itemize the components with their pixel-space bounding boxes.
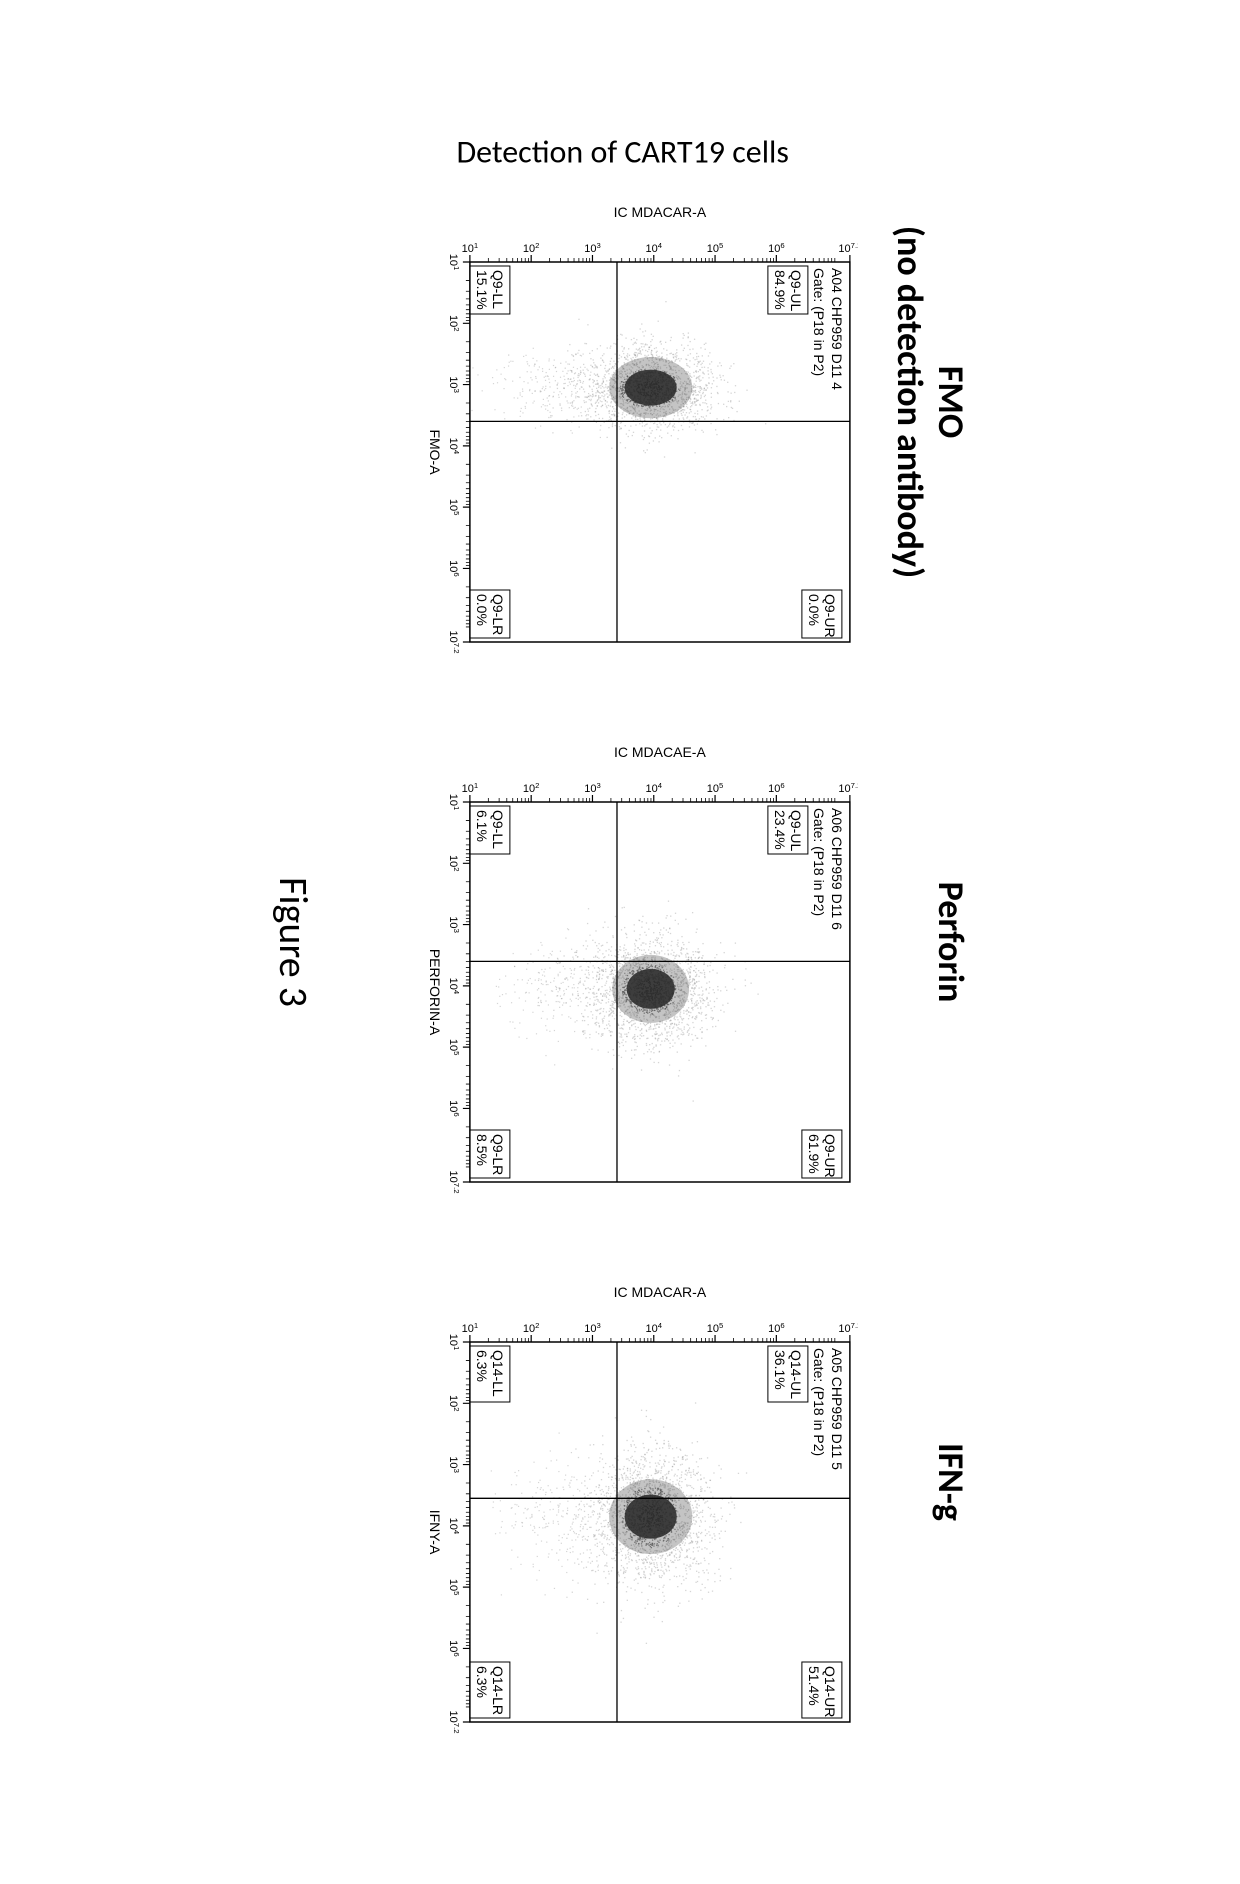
svg-text:Q9-UR: Q9-UR	[822, 1134, 838, 1178]
svg-text:101: 101	[447, 253, 462, 270]
svg-text:8.5%: 8.5%	[474, 1134, 490, 1166]
svg-text:107.2: 107.2	[839, 240, 858, 255]
svg-text:A04 CHP959 D11 4: A04 CHP959 D11 4	[829, 268, 845, 390]
titles-row: FMO (no detection antibody) Perforin IFN…	[888, 42, 971, 1842]
svg-text:105: 105	[707, 780, 724, 795]
figure-caption: Figure 3	[269, 877, 318, 1007]
svg-text:104: 104	[447, 977, 462, 994]
svg-text:106: 106	[768, 240, 785, 255]
svg-text:0.0%: 0.0%	[806, 594, 822, 626]
svg-text:Q9-LR: Q9-LR	[490, 1134, 506, 1175]
svg-text:105: 105	[447, 1038, 462, 1055]
svg-text:IC MDACAE-A: IC MDACAE-A	[614, 744, 706, 760]
svg-text:103: 103	[584, 780, 601, 795]
svg-text:FMO-A: FMO-A	[427, 429, 443, 475]
svg-text:101: 101	[462, 780, 479, 795]
svg-text:107.2: 107.2	[839, 780, 858, 795]
panel-title-0: FMO (no detection antibody)	[888, 162, 971, 642]
svg-text:102: 102	[447, 315, 462, 332]
svg-text:102: 102	[523, 780, 540, 795]
svg-text:PERFORIN-A: PERFORIN-A	[427, 948, 443, 1035]
svg-text:102: 102	[447, 855, 462, 872]
flow-plot-0: 101 102 103 104 105 106 107.2 101 102 103 104 105 10…	[388, 192, 858, 672]
flow-plot-1: 101 102 103 104 105 106 107.2 101 102 103 104 105 10…	[388, 732, 858, 1212]
svg-text:Gate: (P18 in P2): Gate: (P18 in P2)	[811, 268, 827, 376]
svg-text:IC MDACAR-A: IC MDACAR-A	[614, 204, 707, 220]
svg-text:Q9-UL: Q9-UL	[788, 810, 804, 851]
svg-text:6.1%: 6.1%	[474, 810, 490, 842]
svg-text:Q9-UL: Q9-UL	[788, 270, 804, 311]
detection-label: Detection of CART19 cells	[457, 133, 789, 172]
svg-text:Q9-LL: Q9-LL	[490, 270, 506, 309]
svg-text:15.1%: 15.1%	[474, 270, 490, 310]
svg-text:104: 104	[646, 240, 663, 255]
svg-text:103: 103	[447, 916, 462, 933]
svg-text:106: 106	[768, 780, 785, 795]
svg-text:105: 105	[447, 498, 462, 515]
svg-text:101: 101	[447, 793, 462, 810]
panel-title-2: IFN-g	[888, 1242, 971, 1722]
svg-text:102: 102	[523, 240, 540, 255]
panel-title-0-l1: FMO	[929, 366, 973, 438]
svg-text:106: 106	[447, 560, 462, 577]
svg-text:Q9-LL: Q9-LL	[490, 810, 506, 849]
flow-plot-2: 101102103104105106107.210110210310410510…	[388, 1272, 858, 1752]
svg-text:107.2: 107.2	[447, 1170, 462, 1193]
svg-text:23.4%: 23.4%	[772, 810, 788, 850]
svg-text:84.9%: 84.9%	[772, 270, 788, 310]
svg-text:103: 103	[584, 240, 601, 255]
svg-text:104: 104	[646, 780, 663, 795]
svg-text:105: 105	[707, 240, 724, 255]
svg-text:61.9%: 61.9%	[806, 1134, 822, 1174]
plots-row: 101 102 103 104 105 106 107.2 101 102 103 104 105 10…	[388, 192, 858, 1752]
svg-text:106: 106	[447, 1100, 462, 1117]
svg-text:101: 101	[462, 240, 479, 255]
panel-title-0-l2: (no detection antibody)	[888, 226, 932, 578]
panel-title-2-l1: IFN-g	[929, 1443, 973, 1521]
svg-text:104: 104	[447, 437, 462, 454]
svg-text:Gate: (P18 in P2): Gate: (P18 in P2)	[811, 808, 827, 916]
svg-text:A06 CHP959 D11 6: A06 CHP959 D11 6	[829, 808, 845, 930]
svg-text:107.2: 107.2	[447, 630, 462, 653]
svg-text:Q9-UR: Q9-UR	[822, 594, 838, 638]
svg-text:Q9-LR: Q9-LR	[490, 594, 506, 635]
svg-text:103: 103	[447, 376, 462, 393]
panel-title-1: Perforin	[888, 702, 971, 1182]
svg-text:0.0%: 0.0%	[474, 594, 490, 626]
panel-title-1-l1: Perforin	[929, 882, 973, 1003]
